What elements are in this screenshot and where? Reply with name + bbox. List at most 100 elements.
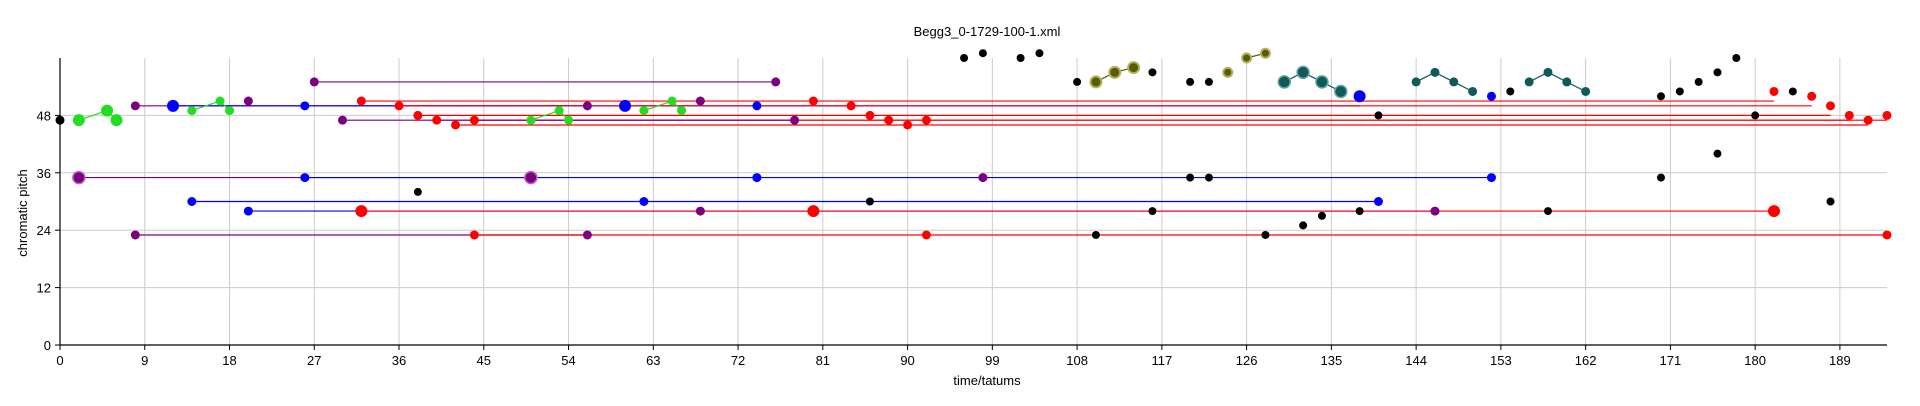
data-point xyxy=(110,114,123,127)
data-point xyxy=(1108,65,1122,79)
data-point xyxy=(978,173,988,183)
data-point xyxy=(72,114,85,127)
x-tick-label: 180 xyxy=(1744,353,1766,368)
data-point xyxy=(1355,207,1364,216)
data-point xyxy=(1353,90,1366,103)
data-point xyxy=(300,101,310,111)
data-point xyxy=(921,115,931,125)
data-point xyxy=(1767,205,1780,218)
data-point xyxy=(1127,61,1141,75)
data-point xyxy=(1317,211,1326,220)
x-tick-label: 9 xyxy=(141,353,148,368)
x-tick-label: 54 xyxy=(561,353,575,368)
y-axis-label: chromatic pitch xyxy=(15,169,30,256)
data-point xyxy=(1844,110,1854,120)
motif-chain xyxy=(1415,71,1473,93)
data-point xyxy=(1148,207,1157,216)
data-point xyxy=(807,205,820,218)
y-tick-label: 48 xyxy=(37,108,51,123)
data-point xyxy=(355,205,368,218)
y-tick-label: 12 xyxy=(37,281,51,296)
x-tick-label: 171 xyxy=(1660,353,1682,368)
data-point xyxy=(1694,77,1703,86)
x-tick-label: 189 xyxy=(1829,353,1851,368)
data-point xyxy=(1656,92,1665,101)
data-point xyxy=(469,115,479,125)
data-point xyxy=(1449,77,1459,87)
data-point xyxy=(215,96,225,106)
data-point xyxy=(1374,111,1383,120)
data-point xyxy=(413,187,422,196)
data-point xyxy=(808,96,818,106)
data-point xyxy=(1430,206,1440,216)
data-point xyxy=(72,170,86,185)
data-point xyxy=(469,230,479,240)
data-point xyxy=(1148,68,1157,77)
data-point xyxy=(582,101,592,111)
data-point xyxy=(300,173,310,183)
data-point xyxy=(639,197,649,206)
data-point xyxy=(1826,197,1835,206)
data-point xyxy=(413,110,423,120)
data-point xyxy=(846,101,856,111)
data-point xyxy=(582,230,592,240)
data-point xyxy=(1825,101,1835,111)
data-point xyxy=(1863,115,1873,125)
note-points xyxy=(55,47,1892,240)
data-point xyxy=(695,96,705,106)
data-point xyxy=(1769,86,1779,96)
data-point xyxy=(1656,173,1665,182)
x-tick-label: 27 xyxy=(307,353,321,368)
data-point xyxy=(1468,86,1478,96)
data-point xyxy=(101,104,114,117)
data-point xyxy=(1016,54,1025,62)
data-point xyxy=(1186,77,1195,86)
data-point xyxy=(865,197,874,206)
data-point xyxy=(1713,68,1722,77)
data-point xyxy=(356,96,366,106)
data-point xyxy=(771,77,781,87)
data-point xyxy=(167,99,180,112)
x-tick-label: 18 xyxy=(222,353,236,368)
data-point xyxy=(1277,75,1292,89)
data-point xyxy=(1073,77,1082,86)
x-tick-label: 36 xyxy=(392,353,406,368)
data-point xyxy=(309,77,319,87)
data-point xyxy=(1373,197,1383,206)
x-tick-label: 45 xyxy=(477,353,491,368)
data-point xyxy=(225,106,235,116)
data-point xyxy=(903,120,913,130)
data-point xyxy=(921,230,931,240)
data-point xyxy=(1486,91,1496,101)
data-point xyxy=(1186,173,1195,182)
x-axis-label: time/tatums xyxy=(953,373,1021,388)
x-tick-label: 117 xyxy=(1151,353,1172,368)
data-point xyxy=(1732,54,1741,62)
axes xyxy=(59,58,1887,346)
x-tick-label: 81 xyxy=(816,353,830,368)
data-point xyxy=(1524,77,1534,87)
data-point xyxy=(1089,75,1103,89)
x-tick-label: 162 xyxy=(1575,353,1597,368)
y-tick-label: 0 xyxy=(44,338,51,353)
data-point xyxy=(1204,77,1213,86)
data-point xyxy=(884,115,894,125)
data-point xyxy=(1261,230,1270,239)
x-tick-label: 108 xyxy=(1066,353,1088,368)
data-point xyxy=(1486,173,1496,183)
data-point xyxy=(338,115,348,125)
data-point xyxy=(1299,221,1308,230)
data-point xyxy=(978,49,987,58)
data-point xyxy=(554,106,564,116)
data-point xyxy=(1675,87,1684,96)
x-tick-label: 126 xyxy=(1236,353,1258,368)
x-tick-label: 135 xyxy=(1321,353,1343,368)
x-tick-label: 90 xyxy=(900,353,914,368)
data-point xyxy=(394,101,404,111)
data-point xyxy=(677,106,687,116)
data-point xyxy=(187,197,197,206)
data-point xyxy=(1411,77,1421,87)
data-point xyxy=(187,106,197,116)
